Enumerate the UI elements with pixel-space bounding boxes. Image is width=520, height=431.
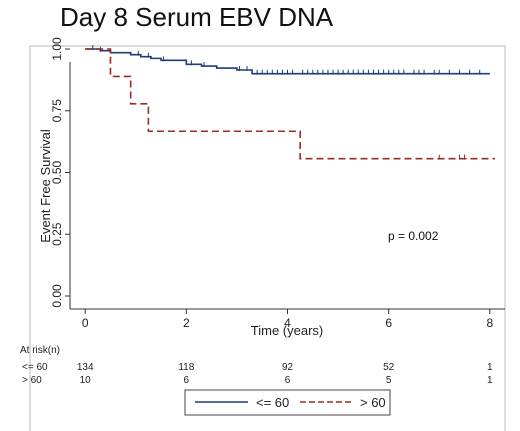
x-tick-label: 8 (486, 316, 493, 330)
y-tick-label: 0.50 (50, 160, 64, 184)
x-tick-label: 0 (82, 316, 89, 330)
risk-row-label: <= 60 (22, 362, 48, 373)
legend-label-le60: <= 60 (256, 395, 289, 410)
risk-count: 134 (77, 362, 94, 373)
x-tick-label: 4 (284, 316, 291, 330)
y-tick-label: 0.00 (50, 284, 64, 308)
x-ticks: 0 2 4 6 8 (82, 309, 493, 330)
risk-count: 92 (282, 362, 294, 373)
risk-table-header: At risk(n) (20, 345, 60, 356)
risk-count: 10 (80, 375, 92, 386)
x-tick-label: 6 (385, 316, 392, 330)
y-tick-label: 0.75 (50, 99, 64, 123)
legend-label-gt60: > 60 (360, 395, 386, 410)
risk-count: 5 (386, 375, 392, 386)
risk-count: 6 (285, 375, 291, 386)
risk-count: 52 (383, 362, 395, 373)
risk-count: 6 (184, 375, 190, 386)
y-tick-label: 0.25 (50, 222, 64, 246)
risk-count: 1 (487, 375, 493, 386)
chart-title: Day 8 Serum EBV DNA (60, 2, 334, 32)
x-tick-label: 2 (183, 316, 190, 330)
y-axis-label: Event Free Survival (38, 129, 53, 243)
curves (85, 45, 495, 160)
y-tick-label: 1.00 (50, 37, 64, 61)
risk-count: 1 (487, 362, 493, 373)
risk-table: <= 60 134 118 92 52 1 > 60 10 6 6 5 1 (22, 362, 493, 386)
series-line-gt60 (85, 48, 495, 160)
y-ticks: 0.00 0.25 0.50 0.75 1.00 (50, 37, 70, 308)
legend: <= 60 > 60 (184, 389, 391, 416)
risk-count: 118 (178, 362, 194, 373)
p-value-annotation: p = 0.002 (388, 229, 439, 243)
risk-row-label: > 60 (22, 375, 42, 386)
figure-frame (29, 45, 506, 431)
x-axis-label: Time (years) (251, 323, 323, 338)
